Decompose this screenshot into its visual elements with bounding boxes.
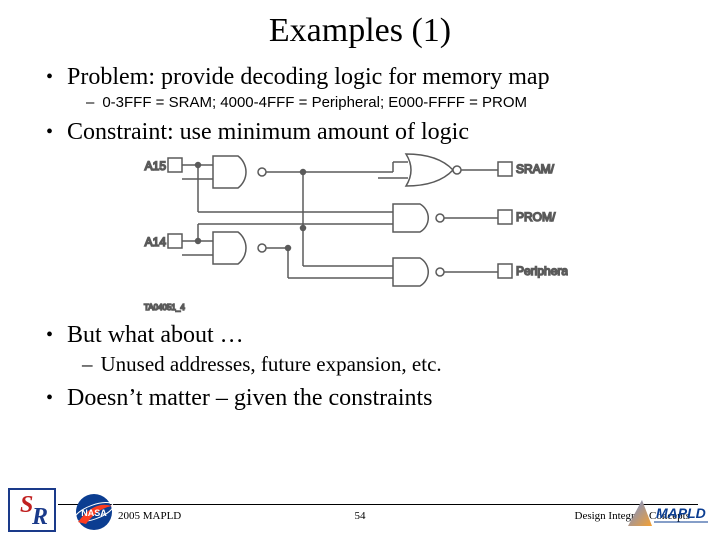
bullet-doesntmatter: • Doesn’t matter – given the constraints [46,385,692,412]
bullet-butwhat: • But what about … [46,322,692,349]
label-a15: A15 [145,159,167,173]
logic-diagram: A15 A14 [138,148,568,318]
label-sram: SRAM/ [516,162,555,176]
footer-page-number: 54 [355,510,366,522]
logo-mapld: MAPLD [626,496,710,532]
bullet-constraint-text: Constraint: use minimum amount of logic [67,119,469,146]
logo-nasa: NASA [72,492,116,532]
bullet-dot: • [46,388,53,408]
svg-text:R: R [31,504,48,530]
bullet-constraint: • Constraint: use minimum amount of logi… [46,119,692,146]
bullet-dash: – [82,352,93,377]
bullet-dash: – [86,94,94,111]
bullet-dot: • [46,122,53,142]
logo-sr: S R [8,488,56,532]
bullet-butwhat-text: But what about … [67,322,244,349]
svg-text:MAPLD: MAPLD [656,505,706,521]
diagram-caption: TA04051_4 [144,303,185,312]
bullet-problem: • Problem: provide decoding logic for me… [46,64,692,91]
bullet-dot: • [46,325,53,345]
bullet-problem-text: Problem: provide decoding logic for memo… [67,64,550,91]
label-a14: A14 [145,235,167,249]
bullet-doesntmatter-text: Doesn’t matter – given the constraints [67,385,432,412]
slide-footer: 2005 MAPLD 54 Design Integrity Concepts … [0,486,720,534]
bullet-butwhat-sub-text: Unused addresses, future expansion, etc. [101,352,442,377]
label-prom: PROM/ [516,210,556,224]
footer-left: 2005 MAPLD [118,510,181,522]
svg-text:NASA: NASA [81,508,107,518]
bullet-dot: • [46,67,53,87]
slide-title: Examples (1) [28,12,692,50]
label-periph: Peripheral/ [516,264,568,278]
footer-divider [58,504,698,505]
bullet-problem-sub: – 0-3FFF = SRAM; 4000-4FFF = Peripheral;… [86,94,692,111]
bullet-butwhat-sub: – Unused addresses, future expansion, et… [82,352,692,377]
bullet-problem-sub-text: 0-3FFF = SRAM; 4000-4FFF = Peripheral; E… [102,94,527,111]
